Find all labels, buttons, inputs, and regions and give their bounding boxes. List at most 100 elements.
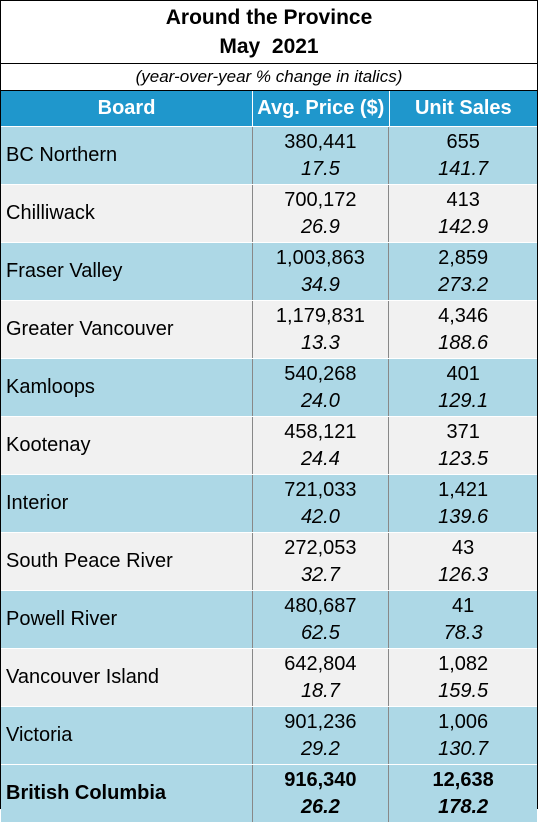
row-sales-pct: 159.5 bbox=[438, 679, 489, 702]
row-sales-pct: 142.9 bbox=[438, 215, 489, 238]
row-price: 380,441 bbox=[284, 130, 357, 153]
row-board: Vancouver Island bbox=[1, 649, 253, 706]
row-price-pct: 24.0 bbox=[300, 389, 340, 412]
row-price: 1,179,831 bbox=[275, 304, 365, 327]
row-board: Kootenay bbox=[1, 417, 253, 474]
row-price-cell: 901,236 29.2 bbox=[253, 707, 390, 764]
table-row: Kootenay 458,121 24.4 371 123.5 bbox=[1, 416, 537, 474]
row-price: 1,003,863 bbox=[275, 246, 365, 269]
row-sales: 1,006 bbox=[438, 710, 489, 733]
title-line-1: Around the Province bbox=[165, 6, 373, 29]
total-sales-cell: 12,638 178.2 bbox=[389, 765, 537, 822]
row-price: 642,804 bbox=[284, 652, 357, 675]
row-price: 480,687 bbox=[284, 594, 357, 617]
row-sales-pct: 123.5 bbox=[438, 447, 489, 470]
row-price: 700,172 bbox=[284, 188, 357, 211]
table-row: Interior 721,033 42.0 1,421 139.6 bbox=[1, 474, 537, 532]
row-board: Greater Vancouver bbox=[1, 301, 253, 358]
table-row: Chilliwack 700,172 26.9 413 142.9 bbox=[1, 184, 537, 242]
row-price: 272,053 bbox=[284, 536, 357, 559]
row-sales-pct: 129.1 bbox=[438, 389, 489, 412]
table-row: Vancouver Island 642,804 18.7 1,082 159.5 bbox=[1, 648, 537, 706]
row-sales: 2,859 bbox=[438, 246, 489, 269]
total-row: British Columbia 916,340 26.2 12,638 178… bbox=[1, 764, 537, 822]
table-body: BC Northern 380,441 17.5 655 141.7 Chilliwack… bbox=[1, 126, 537, 764]
row-board: Interior bbox=[1, 475, 253, 532]
row-price-cell: 642,804 18.7 bbox=[253, 649, 390, 706]
row-board: Chilliwack bbox=[1, 185, 253, 242]
row-price-cell: 458,121 24.4 bbox=[253, 417, 390, 474]
row-price-cell: 380,441 17.5 bbox=[253, 127, 390, 184]
row-sales-pct: 126.3 bbox=[438, 563, 489, 586]
row-sales-pct: 273.2 bbox=[438, 273, 489, 296]
table-row: Powell River 480,687 62.5 41 78.3 bbox=[1, 590, 537, 648]
row-price-cell: 721,033 42.0 bbox=[253, 475, 390, 532]
row-sales: 4,346 bbox=[438, 304, 489, 327]
total-sales-pct: 178.2 bbox=[438, 795, 489, 818]
row-sales: 43 bbox=[452, 536, 475, 559]
row-price-pct: 24.4 bbox=[300, 447, 340, 470]
row-price-cell: 1,179,831 13.3 bbox=[253, 301, 390, 358]
row-sales: 413 bbox=[446, 188, 480, 211]
row-sales-cell: 401 129.1 bbox=[389, 359, 537, 416]
table-row: Kamloops 540,268 24.0 401 129.1 bbox=[1, 358, 537, 416]
row-price-cell: 272,053 32.7 bbox=[253, 533, 390, 590]
row-sales-pct: 78.3 bbox=[443, 621, 483, 644]
row-sales: 655 bbox=[446, 130, 480, 153]
row-sales: 401 bbox=[446, 362, 480, 385]
table-row: Fraser Valley 1,003,863 34.9 2,859 273.2 bbox=[1, 242, 537, 300]
total-price: 916,340 bbox=[284, 768, 357, 791]
title-line-2: May 2021 bbox=[219, 35, 319, 58]
row-sales: 41 bbox=[452, 594, 475, 617]
row-sales-pct: 130.7 bbox=[438, 737, 489, 760]
row-sales-cell: 4,346 188.6 bbox=[389, 301, 537, 358]
row-sales-cell: 1,082 159.5 bbox=[389, 649, 537, 706]
header-board: Board bbox=[1, 91, 254, 126]
row-price-cell: 540,268 24.0 bbox=[253, 359, 390, 416]
header-avg-price: Avg. Price ($) bbox=[253, 91, 390, 126]
row-sales-pct: 141.7 bbox=[438, 157, 489, 180]
row-price-pct: 26.9 bbox=[300, 215, 340, 238]
row-price-pct: 13.3 bbox=[300, 331, 340, 354]
row-price: 721,033 bbox=[284, 478, 357, 501]
row-sales: 1,082 bbox=[438, 652, 489, 675]
row-board: Powell River bbox=[1, 591, 253, 648]
header-unit-sales: Unit Sales bbox=[414, 97, 512, 119]
row-price-pct: 29.2 bbox=[300, 737, 340, 760]
row-price-pct: 42.0 bbox=[300, 505, 340, 528]
row-price-pct: 17.5 bbox=[300, 157, 340, 180]
total-price-pct: 26.2 bbox=[300, 795, 340, 818]
row-sales-cell: 41 78.3 bbox=[389, 591, 537, 648]
row-sales-pct: 139.6 bbox=[438, 505, 489, 528]
row-price-cell: 1,003,863 34.9 bbox=[253, 243, 390, 300]
total-sales: 12,638 bbox=[432, 768, 494, 791]
row-sales-cell: 2,859 273.2 bbox=[389, 243, 537, 300]
row-price-cell: 480,687 62.5 bbox=[253, 591, 390, 648]
table-row: South Peace River 272,053 32.7 43 126.3 bbox=[1, 532, 537, 590]
row-board: Kamloops bbox=[1, 359, 253, 416]
row-price-pct: 62.5 bbox=[300, 621, 340, 644]
row-price-pct: 34.9 bbox=[300, 273, 340, 296]
table-row: Greater Vancouver 1,179,831 13.3 4,346 188.6 bbox=[1, 300, 537, 358]
row-price: 540,268 bbox=[284, 362, 357, 385]
table-row: BC Northern 380,441 17.5 655 141.7 bbox=[1, 126, 537, 184]
row-board: Fraser Valley bbox=[1, 243, 253, 300]
row-board: BC Northern bbox=[1, 127, 253, 184]
table-subtitle: (year-over-year % change in italics) bbox=[1, 64, 537, 91]
row-board: Victoria bbox=[1, 707, 253, 764]
table-title: Around the Province May 2021 bbox=[1, 1, 537, 64]
row-price-cell: 700,172 26.9 bbox=[253, 185, 390, 242]
row-sales-cell: 1,006 130.7 bbox=[389, 707, 537, 764]
row-sales-cell: 655 141.7 bbox=[389, 127, 537, 184]
row-price-pct: 18.7 bbox=[300, 679, 340, 702]
row-sales-cell: 43 126.3 bbox=[389, 533, 537, 590]
row-sales-cell: 1,421 139.6 bbox=[389, 475, 537, 532]
row-board: South Peace River bbox=[1, 533, 253, 590]
row-sales-cell: 413 142.9 bbox=[389, 185, 537, 242]
total-price-cell: 916,340 26.2 bbox=[253, 765, 390, 822]
row-sales-pct: 188.6 bbox=[438, 331, 489, 354]
row-price: 901,236 bbox=[284, 710, 357, 733]
row-sales-cell: 371 123.5 bbox=[389, 417, 537, 474]
row-sales: 371 bbox=[446, 420, 480, 443]
